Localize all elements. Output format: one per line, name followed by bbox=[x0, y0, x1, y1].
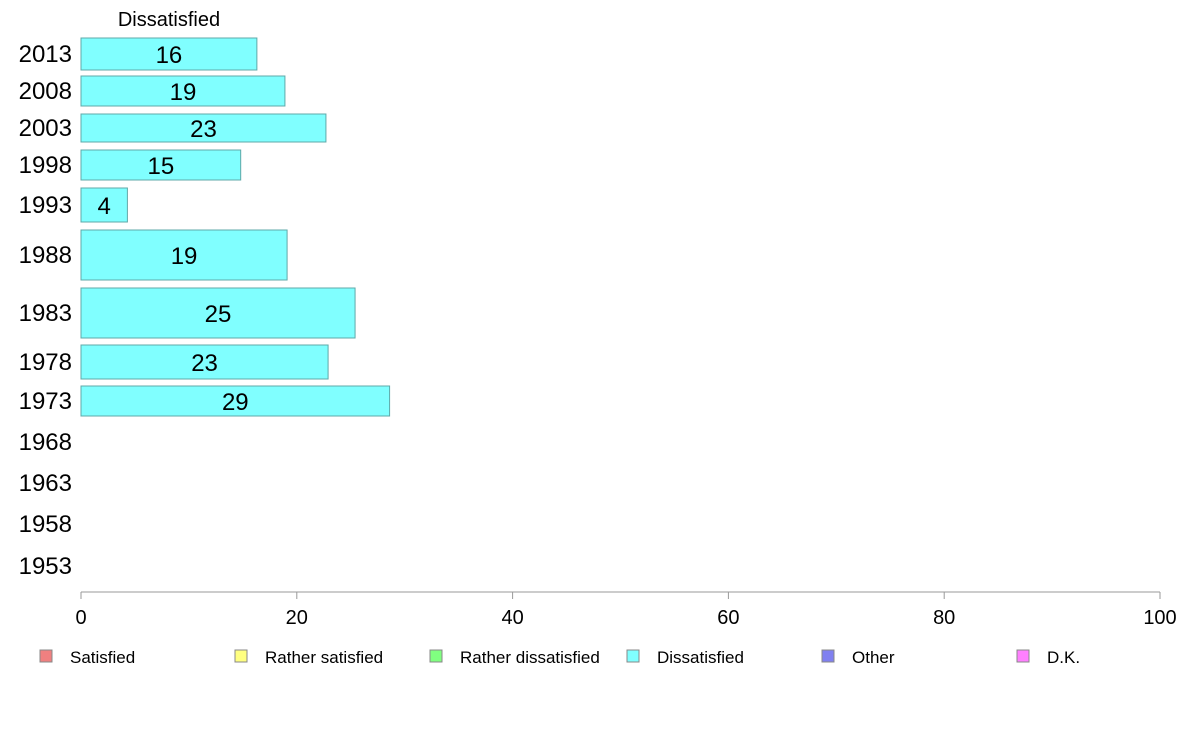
year-label-1983: 1983 bbox=[19, 300, 72, 327]
bar-2008 bbox=[80, 75, 286, 107]
x-tick-label-100: 100 bbox=[1143, 607, 1176, 629]
chart-title: Dissatisfied bbox=[118, 9, 220, 31]
bar-value-2008: 19 bbox=[170, 79, 197, 106]
bar-1978 bbox=[80, 344, 329, 380]
bar-value-1988: 19 bbox=[171, 243, 198, 270]
legend-label-satisfied: Satisfied bbox=[70, 648, 135, 667]
bar-2003 bbox=[80, 113, 327, 143]
bar-value-2013: 16 bbox=[156, 42, 183, 69]
bar-1983 bbox=[80, 287, 356, 339]
legend-swatch-d-k bbox=[1016, 649, 1030, 663]
bar-value-1973: 29 bbox=[222, 389, 249, 416]
bar-value-1983: 25 bbox=[205, 301, 232, 328]
legend-label-dissatisfied: Dissatisfied bbox=[657, 648, 744, 667]
legend-swatch-rather-dissatisfied bbox=[429, 649, 443, 663]
year-label-1958: 1958 bbox=[19, 511, 72, 538]
year-label-1988: 1988 bbox=[19, 242, 72, 269]
year-label-1968: 1968 bbox=[19, 429, 72, 456]
x-tick-label-0: 0 bbox=[75, 607, 86, 629]
year-label-2003: 2003 bbox=[19, 115, 72, 142]
legend-swatch-dissatisfied bbox=[626, 649, 640, 663]
year-label-1963: 1963 bbox=[19, 470, 72, 497]
x-axis: 0 20 40 60 80 100 bbox=[75, 592, 1177, 629]
x-tick-label-80: 80 bbox=[933, 607, 955, 629]
legend: Satisfied Rather satisfied Rather dissatis… bbox=[39, 648, 1080, 667]
x-tick-label-60: 60 bbox=[717, 607, 739, 629]
bar-value-1998: 15 bbox=[147, 153, 174, 180]
year-label-2008: 2008 bbox=[19, 78, 72, 105]
x-tick-label-40: 40 bbox=[501, 607, 523, 629]
year-label-1973: 1973 bbox=[19, 388, 72, 415]
year-labels: 2013 2008 2003 1998 1993 1988 1983 1978 1973 1968… bbox=[19, 41, 72, 580]
bar-value-1993: 4 bbox=[98, 193, 111, 220]
legend-swatch-other bbox=[821, 649, 835, 663]
bar-2013 bbox=[80, 37, 258, 71]
bar-1988 bbox=[80, 229, 288, 281]
legend-label-d-k: D.K. bbox=[1047, 648, 1080, 667]
year-label-1993: 1993 bbox=[19, 192, 72, 219]
bar-1998 bbox=[80, 149, 242, 181]
legend-label-other: Other bbox=[852, 648, 895, 667]
bar-value-1978: 23 bbox=[191, 350, 218, 377]
bar-value-2003: 23 bbox=[190, 116, 217, 143]
legend-swatch-rather-satisfied bbox=[234, 649, 248, 663]
year-label-1998: 1998 bbox=[19, 152, 72, 179]
x-tick-label-20: 20 bbox=[286, 607, 308, 629]
legend-label-rather-satisfied: Rather satisfied bbox=[265, 648, 383, 667]
bar-1973 bbox=[80, 385, 391, 417]
legend-label-rather-dissatisfied: Rather dissatisfied bbox=[460, 648, 600, 667]
legend-swatch-satisfied bbox=[39, 649, 53, 663]
year-label-1953: 1953 bbox=[19, 553, 72, 580]
bar-1993 bbox=[80, 187, 128, 223]
year-label-1978: 1978 bbox=[19, 349, 72, 376]
year-label-2013: 2013 bbox=[19, 41, 72, 68]
